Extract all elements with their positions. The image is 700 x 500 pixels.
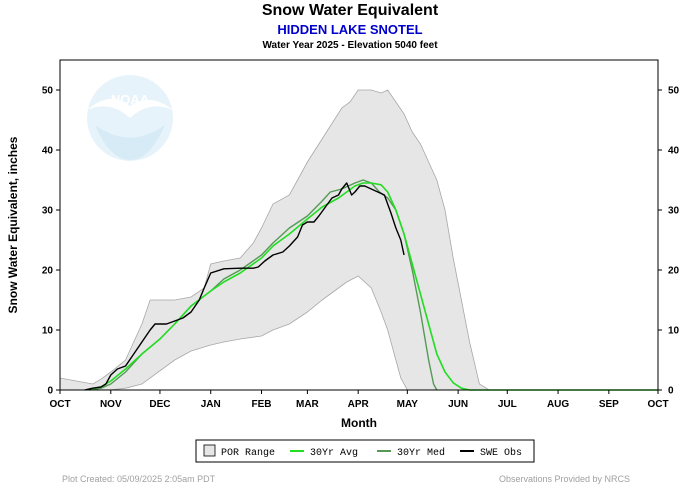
x-tick-label: APR	[348, 399, 370, 410]
y-tick-label-right: 50	[668, 86, 680, 97]
legend-30yr-avg: 30Yr Avg	[290, 448, 358, 459]
y-tick-label-right: 40	[668, 146, 680, 157]
y-tick-label-left: 50	[42, 86, 54, 97]
series-30yr-avg	[86, 182, 470, 391]
legend-label: SWE Obs	[480, 447, 522, 459]
legend-swe-obs: SWE Obs	[460, 447, 522, 459]
x-tick-label: OCT	[647, 399, 668, 410]
x-axis-label: Month	[341, 416, 377, 430]
plot-created-note: Plot Created: 05/09/2025 2:05am PDT	[62, 474, 216, 484]
station-name: HIDDEN LAKE SNOTEL	[277, 22, 423, 37]
legend-label: 30Yr Med	[397, 447, 445, 459]
data-credit-note: Observations Provided by NRCS	[498, 474, 630, 484]
legend-por-range: POR Range	[203, 444, 275, 459]
noaa-logo: NOAA	[87, 75, 173, 161]
x-tick-label: SEP	[599, 399, 619, 410]
y-tick-label-left: 20	[42, 266, 54, 277]
x-tick-label: JUL	[498, 399, 517, 410]
x-tick-label: JAN	[201, 399, 221, 410]
y-tick-label-right: 10	[668, 326, 680, 337]
y-tick-label-left: 40	[42, 146, 54, 157]
legend-swatch	[203, 444, 216, 457]
chart-subtitle: Water Year 2025 - Elevation 5040 feet	[262, 40, 438, 51]
x-tick-label: NOV	[100, 399, 122, 410]
plot-frame	[59, 59, 659, 391]
y-tick-label-right: 20	[668, 266, 680, 277]
y-tick-label-left: 10	[42, 326, 54, 337]
legend-label: POR Range	[221, 448, 275, 459]
legend-box	[195, 439, 535, 463]
y-tick-label-right: 30	[668, 206, 680, 217]
series-por-range	[59, 89, 491, 391]
legend-label: 30Yr Avg	[310, 448, 358, 459]
y-axis-label: Snow Water Equivalent, inches	[6, 136, 20, 313]
legend: POR Range 30Yr Avg 30Yr Med SWE Obs	[195, 439, 535, 463]
x-tick-label: JUN	[448, 399, 468, 410]
noaa-logo-text: NOAA	[111, 92, 150, 107]
x-tick-label: FEB	[252, 399, 272, 410]
x-tick-label: MAR	[296, 399, 320, 410]
x-tick-label: DEC	[149, 399, 170, 410]
chart-title: Snow Water Equivalent	[261, 2, 439, 19]
y-tick-label-left: 30	[42, 206, 54, 217]
x-tick-label: MAY	[397, 399, 419, 410]
legend-30yr-med: 30Yr Med	[377, 447, 445, 459]
x-tick-label: OCT	[49, 399, 70, 410]
series-swe-obs	[84, 182, 405, 391]
x-tick-label: AUG	[547, 399, 569, 410]
y-tick-label-left: 0	[47, 386, 53, 397]
y-tick-label-right: 0	[668, 386, 674, 397]
